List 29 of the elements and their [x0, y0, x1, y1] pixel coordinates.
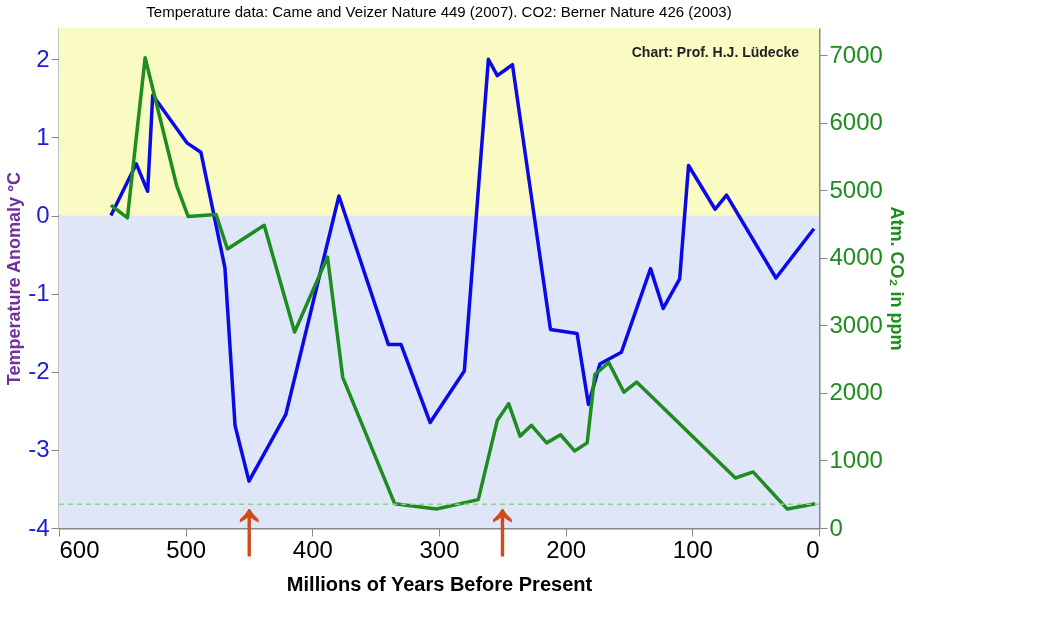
x-tick-label: 300: [419, 535, 460, 563]
y2-tick-label: 1000: [829, 445, 883, 473]
x-tick-label: 200: [546, 535, 587, 563]
x-tick-label: 0: [806, 535, 820, 563]
y-tick-label: -3: [28, 435, 50, 463]
annotation: ↑: [229, 482, 269, 571]
y2-tick-label: 5000: [829, 175, 883, 203]
y-tick-label: 0: [36, 201, 50, 228]
y2-tick-label: 4000: [829, 243, 883, 271]
annotation: ↑: [482, 482, 523, 571]
y-tick-label: 2: [36, 44, 50, 72]
y-tick-label: -1: [28, 279, 50, 307]
x-tick-label: 500: [166, 535, 207, 563]
y2-tick-label: 2000: [829, 378, 883, 406]
chart-title: Temperature data: Came and Veizer Nature 449 (2007). CO2: Berner Nature 426 (2003): [146, 3, 732, 20]
x-tick-label: 600: [59, 535, 100, 563]
y-axis-title: Temperature Anomaly °C: [4, 171, 25, 386]
y2-tick-label: 7000: [829, 40, 883, 68]
y2-tick-label: 0: [829, 513, 843, 541]
y2-tick-label: 3000: [829, 310, 883, 338]
y2-axis-title: Atm. CO₂ in ppm: [886, 206, 907, 351]
y2-tick-label: 6000: [829, 108, 883, 136]
annotation: Chart: Prof. H.J. Lüdecke: [631, 44, 800, 60]
y-tick-label: -2: [28, 357, 50, 385]
x-axis-title: Millions of Years Before Present: [286, 572, 593, 595]
x-tick-label: 400: [292, 535, 333, 563]
y-tick-label: 1: [36, 122, 50, 150]
x-tick-label: 100: [672, 535, 713, 563]
y-tick-label: -4: [28, 513, 50, 541]
